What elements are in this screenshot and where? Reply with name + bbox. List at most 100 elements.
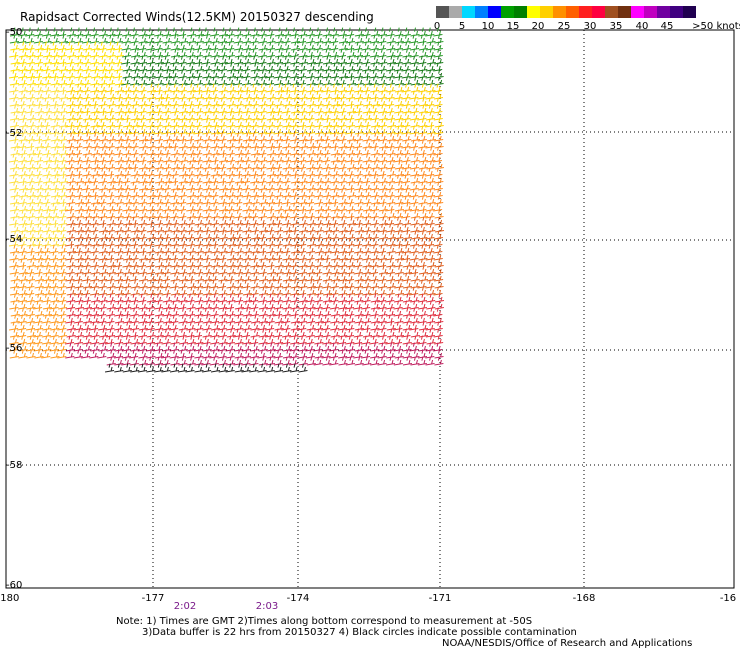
wind-barb [161, 202, 172, 212]
wind-barb [257, 174, 267, 184]
wind-barb [353, 90, 363, 100]
lat-label: -54 [6, 234, 23, 245]
wind-barb [393, 307, 403, 317]
wind-barb [290, 300, 300, 310]
wind-barb [306, 90, 316, 100]
wind-barb [34, 83, 44, 93]
wind-barb [240, 83, 251, 93]
wind-barb [313, 307, 323, 317]
wind-barb [409, 146, 419, 156]
wind-barb [249, 363, 259, 373]
wind-barb [130, 286, 140, 296]
wind-barb [137, 293, 147, 303]
wind-barb [265, 27, 275, 37]
wind-barb [378, 160, 388, 170]
wind-barb [386, 132, 396, 142]
wind-barb [129, 202, 139, 212]
wind-barb [202, 48, 212, 58]
colorbar-segment [670, 6, 683, 18]
wind-barb [81, 90, 91, 100]
wind-barb [10, 41, 20, 51]
wind-barb [89, 188, 99, 198]
wind-barb [282, 202, 293, 212]
wind-barb [122, 300, 132, 310]
wind-barb [145, 174, 155, 184]
wind-barb [274, 300, 284, 310]
wind-barb [242, 321, 252, 331]
wind-barb [433, 286, 443, 296]
wind-barb [210, 167, 220, 177]
wind-barb [138, 251, 148, 261]
wind-barb [234, 342, 244, 352]
wind-barb [273, 125, 283, 135]
wind-barb [33, 174, 43, 184]
wind-barb [33, 195, 43, 205]
wind-barb [202, 216, 212, 226]
wind-barb [394, 314, 404, 324]
wind-barb [233, 104, 243, 114]
wind-barb [209, 314, 220, 324]
wind-barb [273, 272, 283, 282]
wind-barb [137, 363, 148, 373]
wind-barb [328, 216, 339, 226]
wind-barb [33, 27, 43, 37]
wind-barb [345, 167, 355, 177]
wind-barb [17, 104, 27, 114]
lon-label: -16 [719, 593, 737, 604]
wind-barb [369, 90, 379, 100]
wind-barb [321, 181, 331, 191]
wind-barb [209, 349, 219, 359]
wind-barb [313, 195, 324, 205]
wind-barb [378, 216, 388, 226]
wind-barb [410, 279, 420, 289]
wind-barb [74, 265, 84, 275]
wind-barb [434, 279, 444, 289]
wind-barb [361, 55, 371, 65]
wind-barb [25, 293, 35, 303]
wind-barb [418, 328, 429, 338]
wind-barb [425, 251, 435, 261]
wind-barb [344, 300, 355, 310]
wind-barb [57, 209, 67, 219]
wind-barb [321, 69, 332, 79]
wind-barb [337, 272, 348, 282]
wind-barb [106, 265, 116, 275]
wind-barb [56, 342, 67, 352]
wind-barb [265, 279, 275, 289]
wind-barb [170, 153, 180, 163]
wind-barb [257, 27, 267, 37]
wind-barb [273, 349, 283, 359]
wind-barb [257, 139, 267, 149]
wind-barb [321, 349, 331, 359]
wind-barb [306, 356, 316, 366]
wind-barb [154, 160, 164, 170]
wind-barb [266, 55, 276, 65]
wind-barb [226, 265, 236, 275]
wind-barb [114, 363, 124, 373]
wind-barb [242, 132, 252, 142]
wind-barb [105, 251, 115, 261]
wind-barb [426, 160, 436, 170]
wind-barb [97, 41, 107, 51]
wind-barb [169, 237, 179, 247]
wind-barb [154, 181, 164, 191]
wind-barb [177, 69, 187, 79]
wind-barb [274, 153, 284, 163]
wind-barb [25, 34, 35, 44]
wind-barb [425, 356, 435, 366]
wind-barb [362, 160, 372, 170]
wind-barb [234, 153, 244, 163]
wind-barb [97, 90, 107, 100]
wind-barb [26, 237, 36, 247]
wind-barb [105, 160, 116, 170]
wind-barb [89, 83, 100, 93]
wind-barb [153, 209, 163, 219]
wind-barb [290, 97, 300, 107]
wind-barb [210, 139, 220, 149]
wind-barb [57, 97, 67, 107]
wind-barb [65, 167, 75, 177]
wind-barb [106, 132, 116, 142]
wind-barb [329, 195, 339, 205]
wind-barb [337, 237, 347, 247]
wind-barb [305, 69, 315, 79]
